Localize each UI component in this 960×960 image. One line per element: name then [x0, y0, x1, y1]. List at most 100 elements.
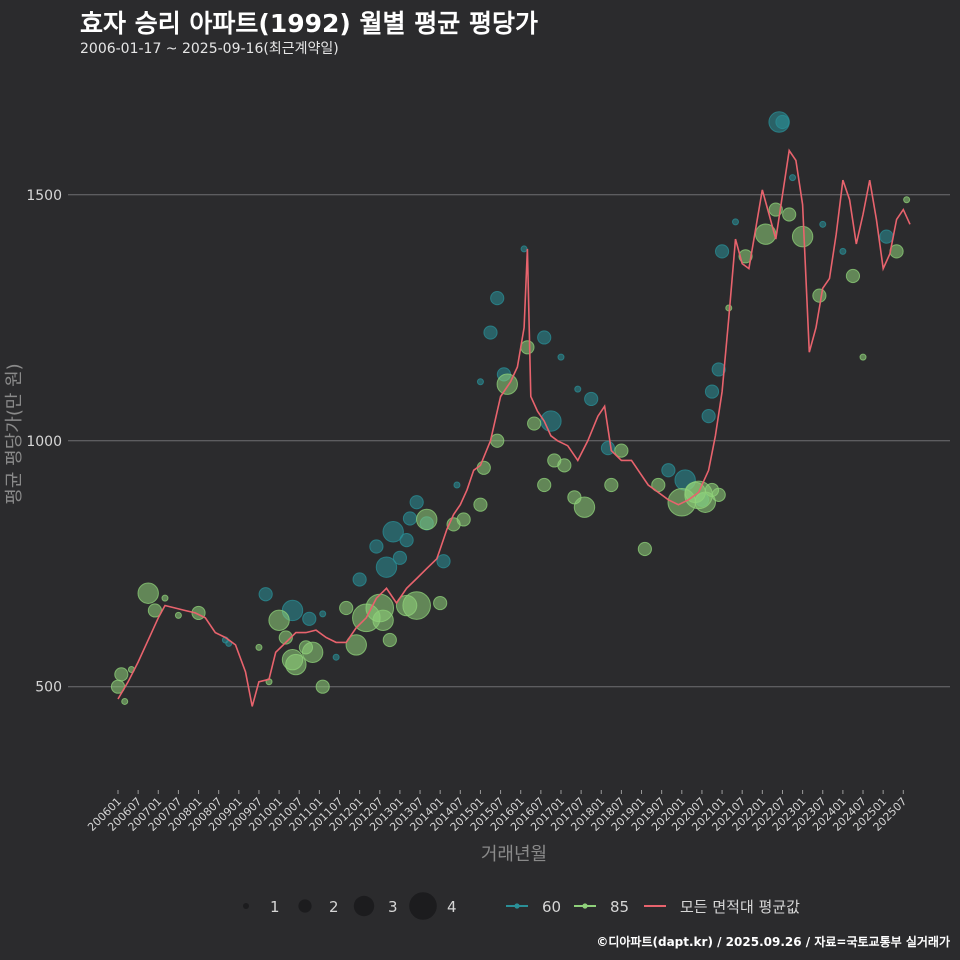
point-area-85 [490, 433, 505, 448]
legend-size-label: 3 [388, 898, 398, 916]
legend-size-marker [298, 899, 312, 913]
y-axis-title: 평균 평당가(만 원) [4, 363, 25, 504]
point-area-60 [476, 378, 484, 386]
line-layer [117, 148, 911, 707]
chart-subtitle: 2006-01-17 ~ 2025-09-16(최근계약일) [80, 41, 339, 57]
point-area-85 [456, 512, 471, 527]
axis-layer: 5001000150020060120060720070120070720080… [26, 188, 909, 834]
point-area-60 [402, 511, 418, 526]
y-tick-label: 500 [35, 680, 62, 696]
point-area-85 [301, 641, 324, 663]
point-area-85 [476, 460, 491, 475]
y-tick-label: 1000 [26, 434, 62, 450]
average-line [117, 148, 911, 707]
point-area-60 [701, 409, 716, 424]
point-area-60 [319, 610, 327, 618]
point-area-85 [278, 630, 293, 645]
point-area-60 [332, 653, 340, 661]
legend-size-marker [353, 895, 375, 917]
legend-key-dot [582, 903, 588, 909]
point-area-60 [490, 291, 505, 306]
point-area-60 [819, 220, 827, 228]
credit-footer: ©디아파트(dapt.kr) / 2025.09.26 / 자료=국토교통부 실… [596, 935, 950, 949]
point-area-60 [775, 114, 790, 130]
point-area-85 [161, 594, 169, 602]
point-area-85 [285, 653, 307, 676]
point-area-60 [714, 244, 730, 259]
point-area-60 [483, 325, 498, 340]
chart-title: 효자 승리 아파트(1992) 월별 평균 평당가 [80, 9, 538, 38]
point-area-60 [399, 533, 414, 548]
legend-size-marker [243, 903, 249, 909]
point-area-85 [382, 632, 397, 648]
grid-layer [68, 194, 950, 688]
point-area-85 [537, 477, 552, 493]
point-area-60 [453, 481, 461, 489]
points-layer [110, 111, 911, 705]
point-area-60 [409, 495, 424, 510]
point-area-60 [382, 521, 404, 543]
point-area-60 [537, 330, 552, 345]
point-area-85 [339, 600, 354, 616]
point-area-60 [520, 245, 528, 253]
legend-layer: 1 2 3 4 60 85 모든 면적대 평균값 [243, 892, 800, 920]
point-area-85 [433, 595, 448, 611]
x-axis-title: 거래년월 [481, 844, 547, 865]
point-area-85 [782, 207, 797, 222]
point-area-60 [704, 384, 720, 399]
point-area-85 [557, 458, 572, 473]
point-area-60 [731, 218, 739, 226]
point-area-85 [859, 353, 867, 361]
point-area-60 [661, 463, 676, 478]
legend-size-label: 4 [447, 898, 457, 916]
point-area-85 [738, 249, 753, 264]
point-area-85 [903, 196, 911, 204]
point-area-85 [711, 487, 726, 502]
point-area-60 [369, 539, 384, 554]
point-area-85 [845, 268, 861, 284]
point-area-85 [137, 582, 159, 604]
point-area-85 [637, 541, 652, 557]
point-area-60 [352, 572, 367, 587]
point-area-60 [584, 391, 599, 407]
point-area-60 [711, 362, 726, 377]
point-area-60 [375, 556, 398, 578]
point-area-60 [392, 550, 407, 565]
legend-size-label: 1 [270, 898, 280, 916]
point-area-85 [402, 591, 431, 620]
point-area-85 [345, 634, 367, 656]
point-area-85 [174, 611, 182, 619]
point-area-85 [573, 496, 596, 518]
point-area-85 [315, 679, 330, 694]
point-area-85 [614, 443, 629, 458]
y-tick-label: 1500 [26, 188, 62, 204]
point-area-60 [436, 554, 451, 569]
point-area-85 [527, 416, 542, 431]
legend-key-dot [514, 903, 520, 909]
point-area-85 [604, 477, 619, 493]
point-area-85 [114, 667, 129, 682]
point-area-85 [268, 609, 290, 631]
point-area-60 [258, 587, 273, 602]
point-area-60 [879, 229, 894, 244]
point-area-85 [372, 609, 394, 631]
point-area-85 [473, 497, 488, 512]
point-area-85 [791, 225, 814, 248]
legend-entry-label: 모든 면적대 평균값 [680, 898, 800, 916]
point-area-85 [496, 373, 518, 395]
point-area-60 [302, 611, 317, 626]
legend-entry-label: 85 [610, 898, 629, 916]
point-area-85 [812, 288, 827, 303]
point-area-60 [839, 247, 847, 255]
legend-entry-label: 60 [542, 898, 561, 916]
point-area-60 [574, 385, 582, 393]
point-area-60 [789, 174, 797, 182]
point-area-85 [255, 643, 263, 651]
point-area-85 [121, 697, 129, 705]
legend-size-label: 2 [329, 898, 339, 916]
point-area-60 [557, 353, 565, 361]
point-area-85 [520, 340, 535, 355]
legend-size-marker [409, 892, 437, 920]
